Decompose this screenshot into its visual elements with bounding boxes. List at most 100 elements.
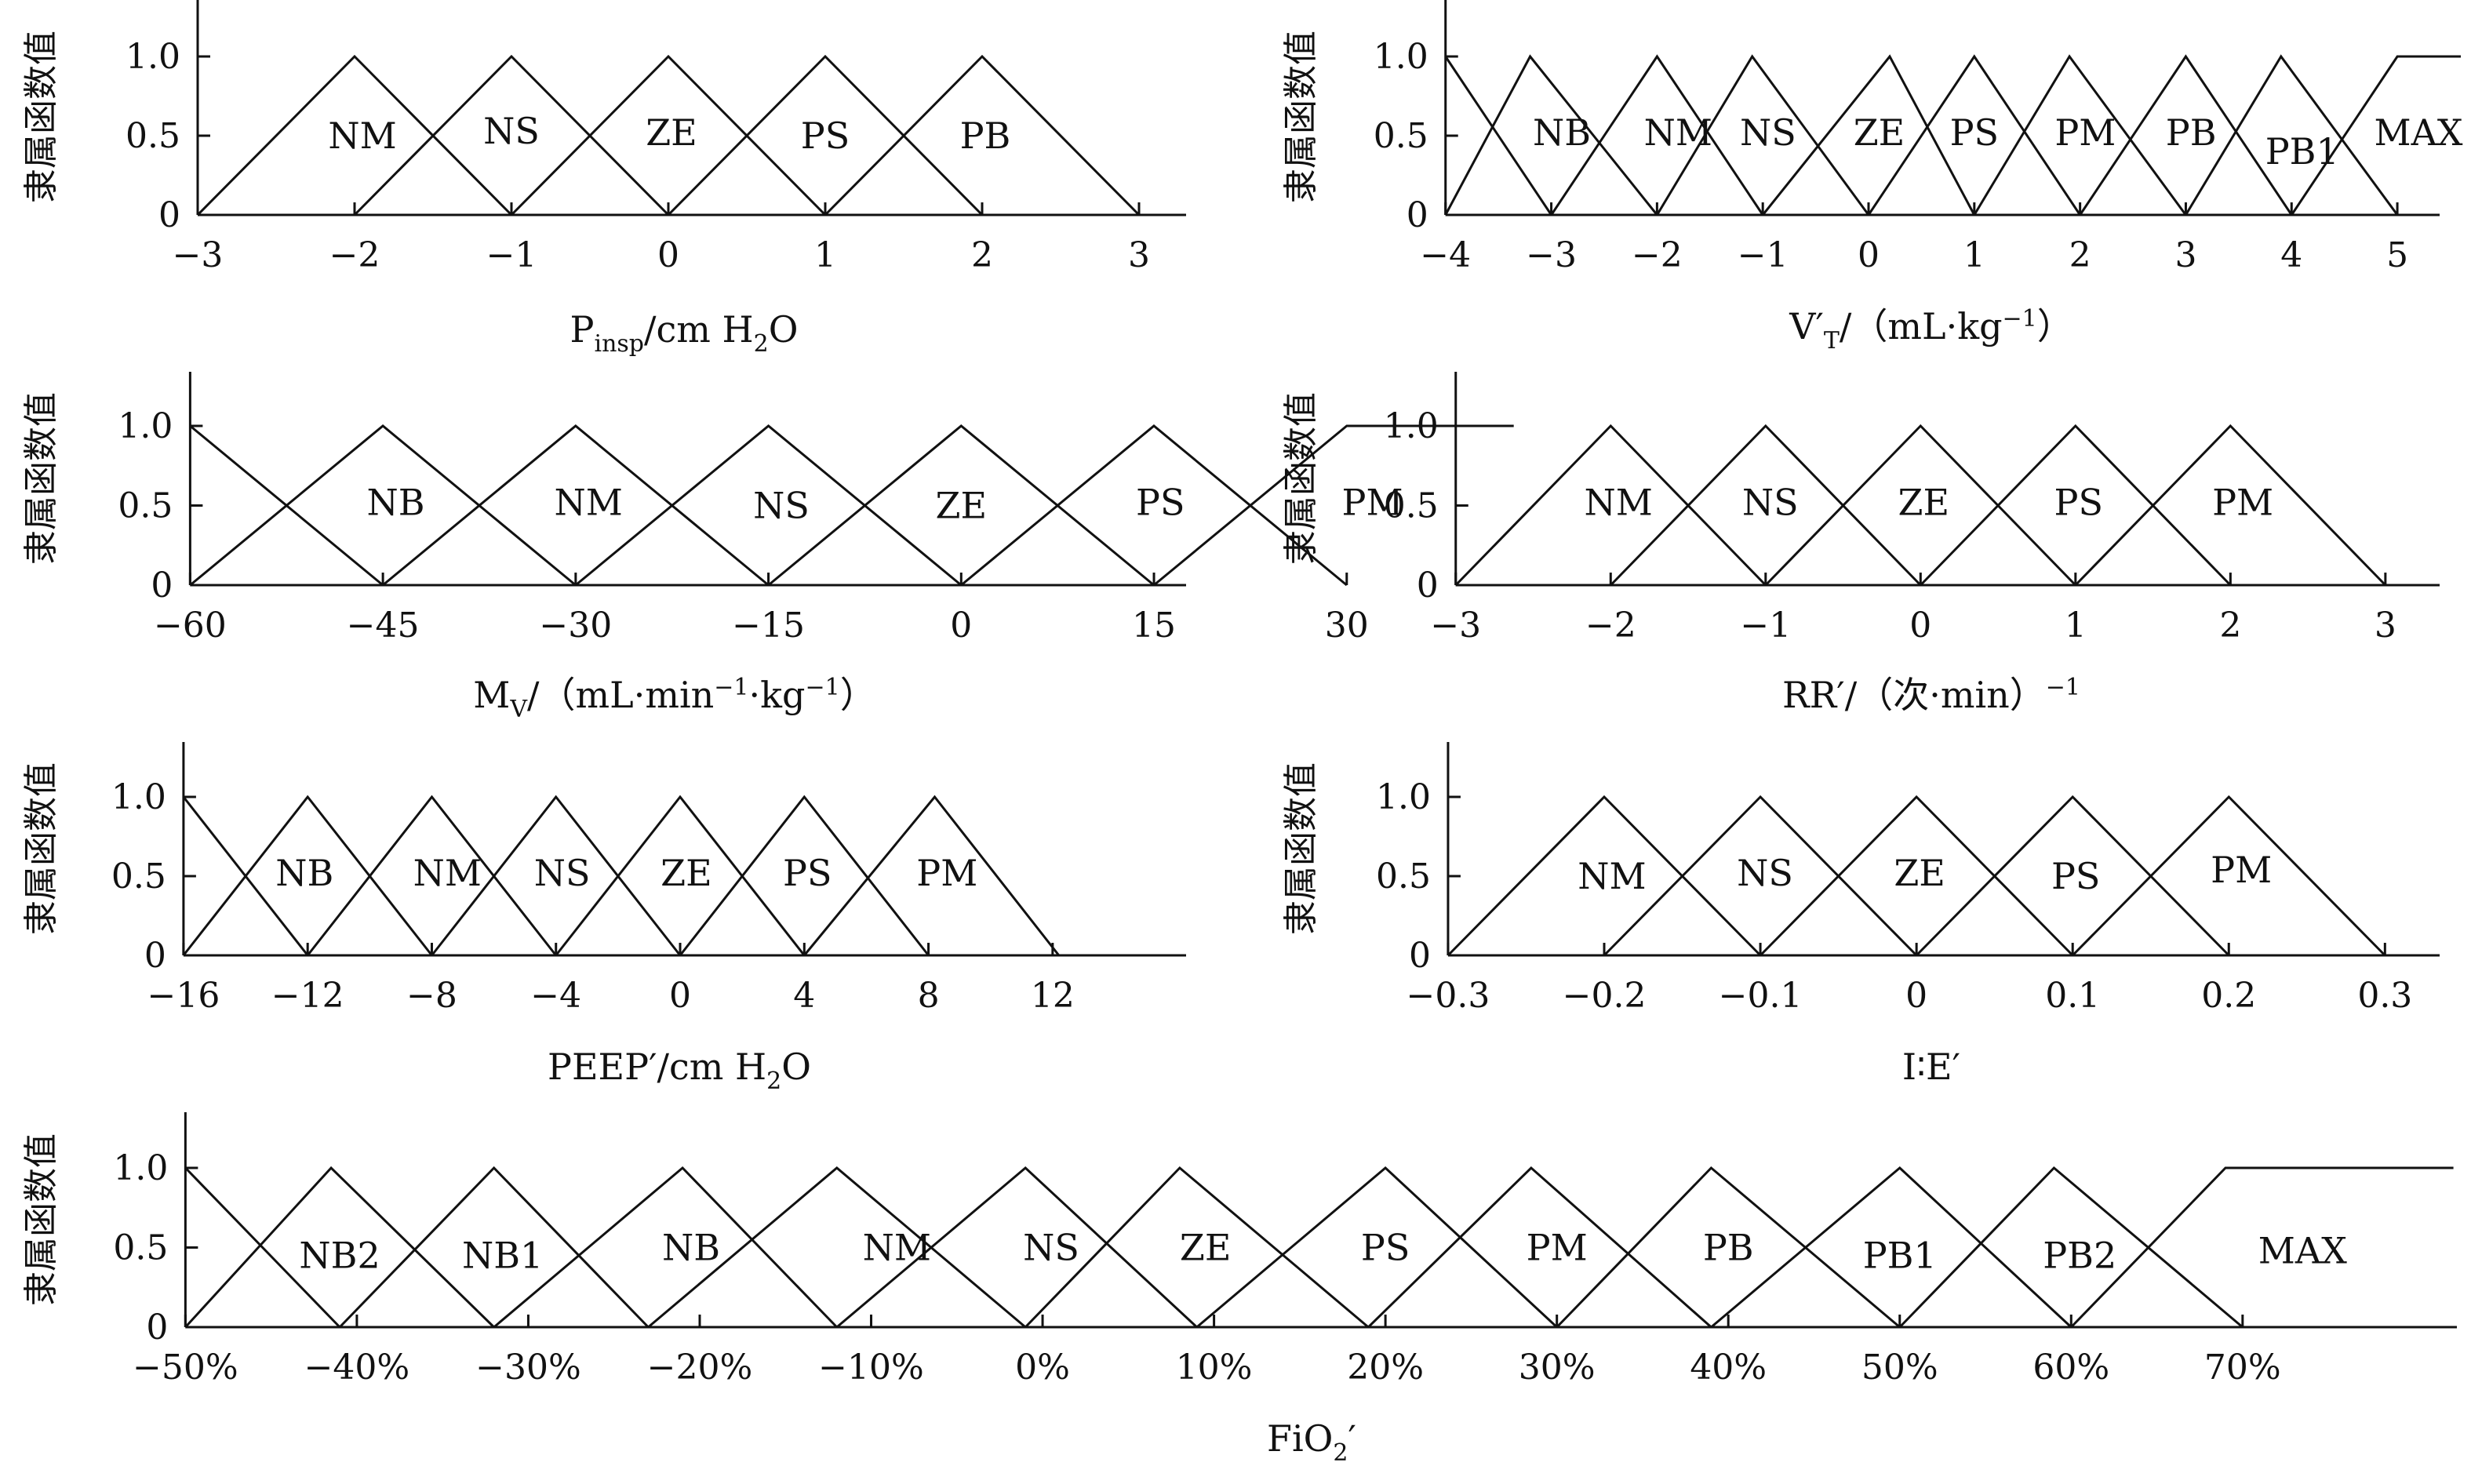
y-axis-label: 隶属函数值 xyxy=(21,1133,61,1306)
x-axis-label-sup: −1 xyxy=(2046,674,2080,701)
mf-line-nb xyxy=(1444,54,1658,216)
set-label-nm: NM xyxy=(1584,481,1652,523)
mf-line-ze xyxy=(1024,1166,1370,1329)
y-tick-label: 1.0 xyxy=(1374,37,1428,77)
mf-line-nb1 xyxy=(339,1166,650,1329)
x-tick-label: 0 xyxy=(657,235,679,275)
x-tick-label: 4 xyxy=(793,976,815,1016)
set-label-pb: PB xyxy=(1703,1227,1754,1269)
mf-line-ze xyxy=(767,424,1155,587)
mf-line-pm xyxy=(1367,1166,1712,1329)
x-tick-label: 1 xyxy=(2065,606,2087,646)
mf-line-ns xyxy=(1603,795,1918,957)
x-axis-label: PEEP′/cm H2O xyxy=(548,1046,811,1095)
x-axis-label-rest2: ·kg xyxy=(749,674,806,716)
set-label-ze: ZE xyxy=(1894,852,1945,894)
x-tick-label: 0% xyxy=(1015,1348,1070,1388)
y-tick-label: 0 xyxy=(1409,936,1431,976)
set-label-ze: ZE xyxy=(646,111,697,154)
x-tick-label: 0.3 xyxy=(2357,976,2412,1016)
x-axis-label-base: RR′/（次·min xyxy=(1782,674,2010,716)
set-label-max: MAX xyxy=(2258,1230,2347,1272)
x-axis-label-sub: V xyxy=(509,696,528,723)
x-tick-label: 4 xyxy=(2280,235,2302,275)
y-tick-label: 0 xyxy=(146,1308,168,1348)
set-label-pm: PM xyxy=(916,852,977,894)
y-tick-label: 1.0 xyxy=(1376,777,1431,817)
y-axis-label: 隶属函数值 xyxy=(21,392,61,565)
y-tick-label: 0.5 xyxy=(126,116,180,156)
set-label-nm: NM xyxy=(555,481,623,523)
x-tick-label: 8 xyxy=(918,976,940,1016)
set-label-ze: ZE xyxy=(661,852,712,894)
x-tick-label: 2 xyxy=(2219,606,2241,646)
set-label-nb1: NB1 xyxy=(462,1235,543,1277)
set-label-nm: NM xyxy=(413,852,482,894)
x-tick-label: −0.3 xyxy=(1407,976,1490,1016)
set-label-ns: NS xyxy=(1737,852,1793,894)
set-label-nb: NB xyxy=(366,481,424,523)
set-label-ze: ZE xyxy=(1898,481,1949,523)
mf-line-ps xyxy=(1867,54,2081,216)
x-tick-label: 30 xyxy=(1325,606,1369,646)
x-tick-label: −3 xyxy=(1430,606,1481,646)
y-tick-label: 1.0 xyxy=(1384,406,1439,446)
x-axis-label-base: V′ xyxy=(1789,305,1824,347)
x-axis-label-base: PEEP′/cm H xyxy=(548,1046,766,1088)
y-axis-label: 隶属函数值 xyxy=(21,31,61,203)
x-tick-label: −20% xyxy=(647,1348,753,1388)
mf-line-nm xyxy=(1550,54,1764,216)
x-tick-label: −2 xyxy=(1632,235,1683,275)
mf-line-nm xyxy=(1447,795,1762,957)
x-tick-label: 0 xyxy=(950,606,972,646)
x-tick-label: −8 xyxy=(406,976,457,1016)
x-tick-label: 20% xyxy=(1347,1348,1424,1388)
x-axis-label-sup: −1 xyxy=(714,674,748,701)
y-axis-label: 隶属函数值 xyxy=(21,762,61,935)
x-tick-label: 12 xyxy=(1031,976,1075,1016)
x-tick-label: −3 xyxy=(1526,235,1577,275)
x-axis-label-rest3: ） xyxy=(840,674,876,716)
mf-line-ns xyxy=(1656,54,1870,216)
set-label-ps: PS xyxy=(801,115,850,157)
set-label-pb: PB xyxy=(2166,111,2217,154)
mf-line-ze xyxy=(1764,424,2076,587)
x-axis-label-base: I∶E′ xyxy=(1902,1046,1960,1088)
x-axis-label-sub: insp xyxy=(595,330,645,358)
x-tick-label: 1 xyxy=(814,235,836,275)
x-tick-label: 0.1 xyxy=(2045,976,2100,1016)
set-label-pb: PB xyxy=(960,115,1011,157)
y-axis-label: 隶属函数值 xyxy=(1281,762,1321,935)
set-label-nb2: NB2 xyxy=(299,1235,380,1277)
x-axis-label-rest: /（mL·min xyxy=(527,674,714,716)
x-tick-label: 40% xyxy=(1690,1348,1767,1388)
x-tick-label: 30% xyxy=(1519,1348,1596,1388)
x-tick-label: −45 xyxy=(347,606,420,646)
mf-line-ns xyxy=(1610,424,1922,587)
x-tick-label: 2 xyxy=(2069,235,2091,275)
mf-line-ze xyxy=(510,54,827,216)
y-tick-label: 0 xyxy=(144,936,166,976)
mf-line-pb1 xyxy=(1710,1166,2073,1329)
x-tick-label: 15 xyxy=(1132,606,1176,646)
set-label-ns: NS xyxy=(1023,1227,1079,1269)
set-label-ze: ZE xyxy=(936,485,988,527)
x-axis-label-sup: −1 xyxy=(2003,305,2037,333)
x-tick-label: −10% xyxy=(818,1348,924,1388)
set-label-ns: NS xyxy=(1742,481,1799,523)
x-tick-label: 50% xyxy=(1861,1348,1938,1388)
set-label-ps: PS xyxy=(2054,481,2103,523)
x-axis-label-rest: ′ xyxy=(1348,1417,1356,1460)
x-axis-label-sub: T xyxy=(1824,327,1840,355)
y-tick-label: 0.5 xyxy=(1374,116,1428,156)
x-tick-label: −16 xyxy=(147,976,220,1016)
y-tick-label: 0.5 xyxy=(1376,857,1431,897)
mf-line-ns xyxy=(574,424,963,587)
set-label-nb: NB xyxy=(275,852,333,894)
set-label-ps: PS xyxy=(1136,481,1185,523)
mf-line-ps xyxy=(1195,1166,1558,1329)
panel-pinsp: 0 0.5 1.0 −3 −2 −1 0 1 2 3 NM NS ZE PS PB 隶属函数值 Pinsp/cm… xyxy=(21,0,1186,358)
x-tick-label: 3 xyxy=(2174,235,2196,275)
x-axis-label-sub2: 2 xyxy=(754,330,769,358)
